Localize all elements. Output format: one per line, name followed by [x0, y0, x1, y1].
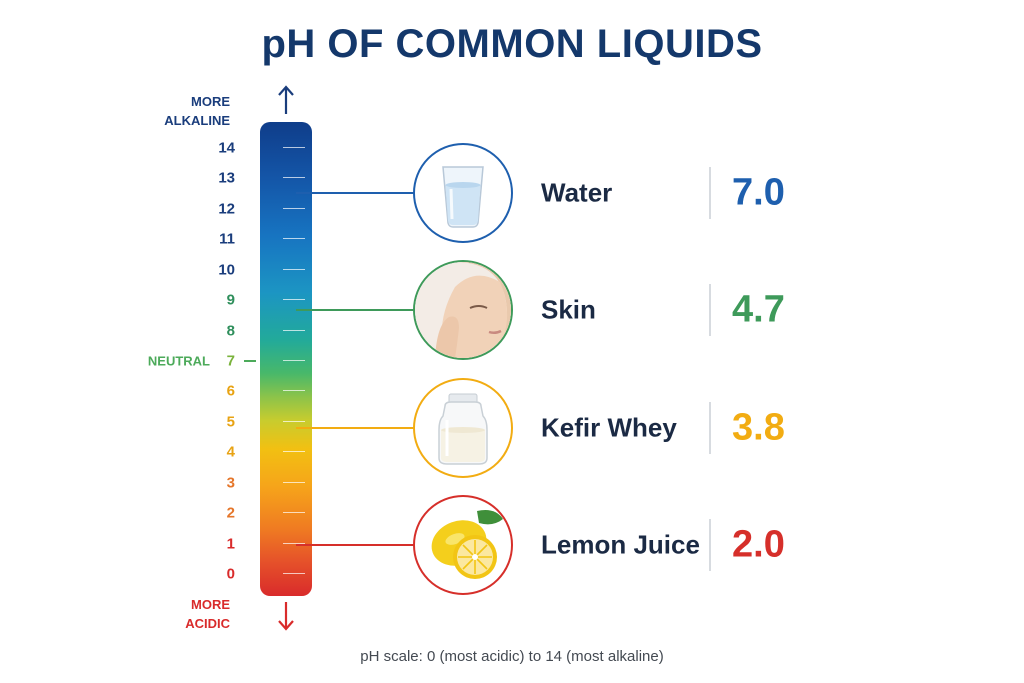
ph-value-label: 2.0 [732, 523, 785, 566]
kefir-jar-icon [413, 378, 513, 478]
bar-gridline [283, 360, 305, 361]
bar-gridline [283, 512, 305, 514]
value-divider [709, 167, 711, 219]
liquid-name-label: Skin [541, 294, 596, 325]
water-glass-icon [413, 143, 513, 243]
footnote: pH scale: 0 (most acidic) to 14 (most al… [360, 648, 664, 665]
neutral-label: NEUTRAL [147, 353, 210, 369]
ph-tick-label: 11 [219, 230, 235, 248]
ph-value-label: 4.7 [732, 288, 785, 331]
connector-line [296, 192, 415, 194]
connector-line [296, 309, 415, 311]
bar-gridline [283, 390, 305, 392]
ph-tick-label: 3 [226, 474, 235, 492]
down-arrow-icon [278, 602, 294, 631]
ph-tick-label: 8 [226, 322, 235, 340]
connector-line [296, 427, 415, 429]
ph-tick-label: 4 [226, 443, 235, 461]
bar-gridline [283, 177, 305, 179]
bar-gridline [283, 329, 305, 331]
value-divider [709, 284, 711, 336]
bar-gridline [283, 451, 305, 453]
ph-tick-label: 14 [218, 139, 235, 157]
face-skin-icon [413, 260, 513, 360]
ph-tick-label: 5 [226, 413, 235, 431]
more-acidic-label: MORE ACIDIC [185, 597, 230, 631]
ph-tick-label: 7 [226, 352, 235, 370]
ph-tick-label: 6 [226, 382, 235, 400]
liquid-name-label: Lemon Juice [541, 529, 700, 560]
liquid-name-label: Kefir Whey [541, 412, 677, 443]
ph-tick-label: 0 [226, 565, 235, 583]
ph-value-label: 7.0 [732, 171, 785, 214]
bar-gridline [283, 147, 305, 148]
liquid-name-label: Water [541, 177, 613, 208]
bar-gridline [283, 573, 305, 574]
ph-tick-label: 2 [226, 504, 235, 522]
ph-tick-label: 9 [226, 291, 235, 309]
ph-value-label: 3.8 [732, 406, 785, 449]
more-alkaline-label: MORE ALKALINE [164, 94, 230, 128]
bar-gridline [283, 207, 305, 209]
value-divider [709, 402, 711, 454]
value-divider [709, 519, 711, 571]
chart-title: pH OF COMMON LIQUIDS [261, 22, 763, 66]
bar-gridline [283, 238, 305, 240]
bar-gridline [283, 299, 305, 301]
ph-tick-label: 12 [218, 200, 235, 218]
up-arrow-icon [278, 85, 294, 114]
bar-gridline [283, 481, 305, 483]
ph-tick-label: 13 [218, 169, 235, 187]
ph-gradient-bar [260, 122, 312, 596]
ph-tick-label: 10 [218, 261, 235, 279]
bar-gridline [283, 542, 305, 544]
ph-tick-label: 1 [226, 535, 235, 553]
connector-line [296, 544, 415, 546]
lemon-icon [413, 495, 513, 595]
neutral-marker [244, 360, 256, 362]
bar-gridline [283, 420, 305, 422]
bar-gridline [283, 268, 305, 270]
